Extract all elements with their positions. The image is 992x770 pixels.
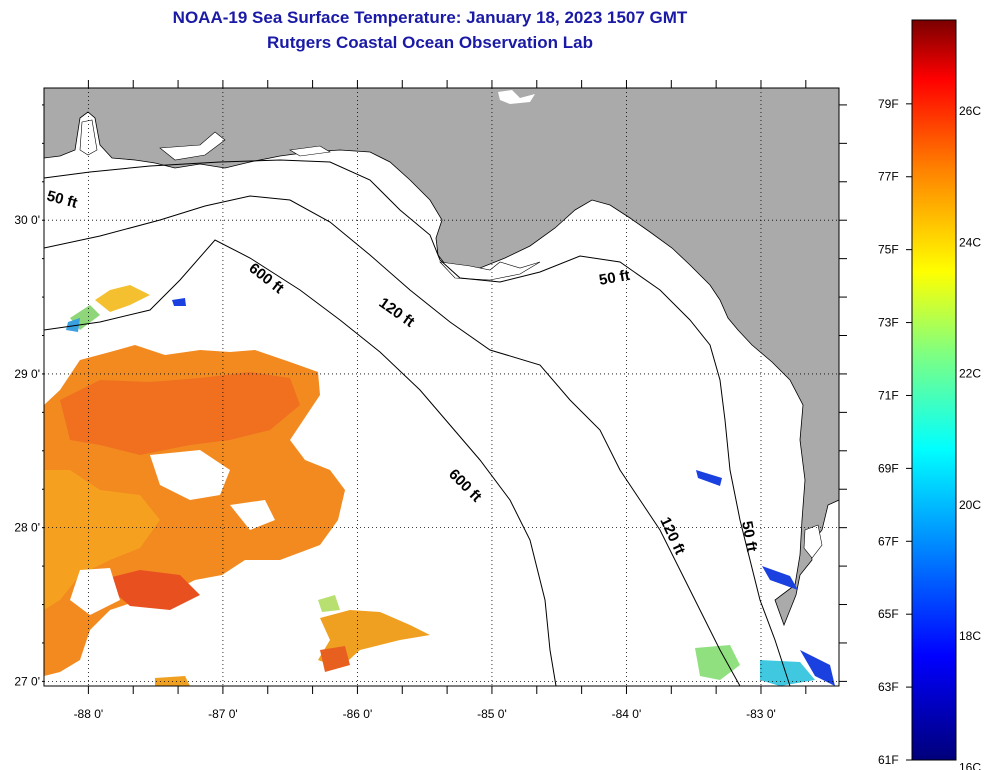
axis-ticks: -88 0' -87 0' -86 0' -85 0' -84 0' -83 0' 30 0… [14,80,847,721]
land-mass [44,88,839,627]
lat-tick-label: 30 0' [14,213,40,227]
lon-tick-label: -87 0' [208,707,238,721]
colorbar [911,19,957,761]
lon-tick-label: -88 0' [74,707,104,721]
colorbar-f-label: 75F [878,243,899,257]
lon-tick-label: -86 0' [343,707,373,721]
colorbar-f-label: 61F [878,753,899,767]
sst-data [44,285,835,686]
colorbar-c-label: 18C [959,629,981,643]
colorbar-f-label: 65F [878,607,899,621]
bay [289,145,331,157]
colorbar-c-label: 16C [959,760,981,770]
lat-tick-label: 29 0' [14,367,40,381]
lat-lon-grid [44,88,839,686]
colorbar-f-label: 69F [878,461,899,475]
colorbar-f-label: 63F [878,680,899,694]
colorbar-c-label: 20C [959,498,981,512]
colorbar-c-label: 24C [959,235,981,249]
lon-tick-label: -85 0' [477,707,507,721]
lon-tick-label: -84 0' [612,707,642,721]
colorbar-f-label: 67F [878,534,899,548]
contour-label-50ft-north: 50 ft [598,267,631,289]
colorbar-f-label: 79F [878,97,899,111]
bay [803,524,823,559]
map-title: NOAA-19 Sea Surface Temperature: January… [172,8,688,27]
map-subtitle: Rutgers Coastal Ocean Observation Lab [267,33,593,52]
lake [498,90,535,104]
contour-label-50ft-south: 50 ft [738,520,760,553]
lat-tick-label: 28 0' [14,521,40,535]
colorbar-f-label: 77F [878,170,899,184]
lon-tick-label: -83 0' [746,707,776,721]
colorbar-c-label: 22C [959,367,981,381]
map-frame [43,87,840,687]
colorbar-f-label: 71F [878,388,899,402]
colorbar-f-label: 73F [878,316,899,330]
lat-tick-label: 27 0' [14,674,40,688]
colorbar-labels: 79F 77F 75F 73F 71F 69F 67F 65F 63F 61F 26C 24C 22C 2… [878,97,981,770]
colorbar-c-label: 26C [959,104,981,118]
bay [79,119,98,156]
bathymetry-contours [44,159,791,686]
bay [159,131,226,161]
